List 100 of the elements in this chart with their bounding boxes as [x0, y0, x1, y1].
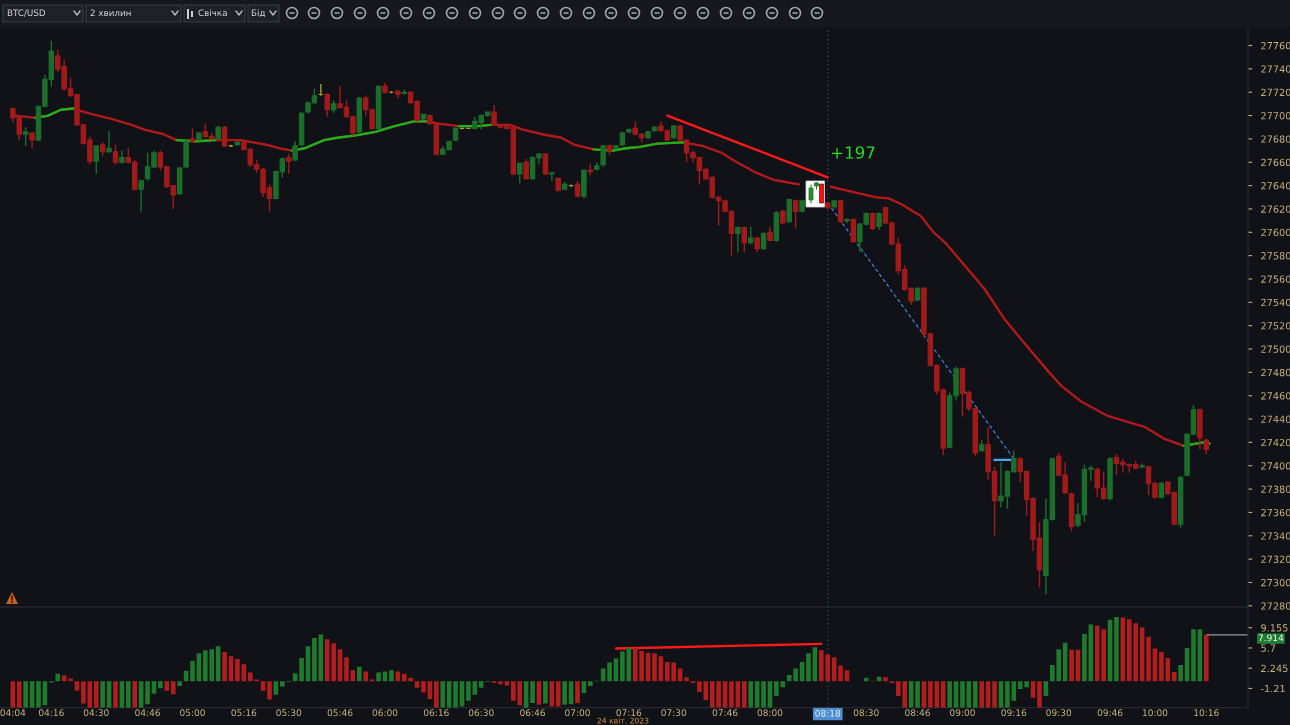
y-tick-label: 27500	[1261, 345, 1290, 353]
annotation: +197	[831, 146, 875, 159]
bar	[158, 681, 163, 689]
bar	[1005, 681, 1010, 708]
x-tick-label: 06:46	[520, 709, 546, 717]
bar	[607, 662, 612, 682]
bar	[81, 681, 86, 704]
bar	[697, 681, 702, 692]
bar	[151, 681, 157, 694]
bar	[312, 638, 317, 682]
y-tick-label: 27380	[1261, 485, 1290, 493]
bar	[344, 657, 349, 682]
bar	[235, 659, 240, 682]
x-tick-label: 06:30	[468, 709, 494, 717]
bar	[530, 681, 535, 704]
text: Свічка	[198, 9, 227, 17]
bar	[947, 681, 952, 708]
bar	[273, 681, 279, 695]
text: Бід	[251, 9, 266, 18]
bar	[389, 670, 394, 682]
bar	[979, 681, 985, 708]
y-tick-label: 27420	[1261, 438, 1290, 447]
bar	[1037, 681, 1042, 708]
candlestick	[786, 197, 792, 224]
bar	[940, 681, 946, 708]
bar	[1011, 681, 1017, 701]
y-tick-label: 27620	[1261, 205, 1290, 213]
bar	[16, 681, 22, 708]
bar	[960, 681, 965, 708]
bar	[459, 681, 465, 707]
bar	[145, 681, 150, 705]
y-tick-label: 27460	[1261, 392, 1290, 400]
candlestick	[517, 162, 523, 184]
x-tick-label: 04:04	[0, 709, 26, 717]
bar	[1178, 664, 1183, 682]
y-tick-label: 27740	[1261, 65, 1290, 73]
bar	[774, 681, 779, 696]
bar	[838, 665, 843, 682]
y-tick-label: 27640	[1261, 182, 1290, 190]
y-tick-label: 27720	[1261, 88, 1290, 97]
candlestick	[93, 145, 99, 175]
bar	[267, 681, 272, 700]
bar	[177, 681, 182, 687]
bar	[1069, 649, 1074, 682]
bar	[132, 681, 138, 708]
bar	[222, 652, 227, 682]
bar	[113, 681, 118, 708]
bar	[74, 681, 80, 691]
chart-title: BTC/USD	[7, 9, 46, 17]
y-tick-label: 27540	[1261, 298, 1290, 307]
bar	[414, 681, 420, 688]
bar	[434, 681, 439, 708]
candlestick	[324, 92, 330, 118]
bar	[93, 681, 99, 708]
bar	[761, 681, 766, 708]
bar	[620, 651, 625, 682]
bar	[915, 681, 920, 708]
bar	[453, 681, 458, 708]
y-tick-label: 27280	[1261, 602, 1290, 610]
bar	[729, 681, 734, 708]
x-tick-label: 08:46	[905, 709, 930, 717]
x-tick-label: 05:46	[327, 709, 353, 717]
x-tick-label: 08:00	[757, 709, 783, 717]
ref-line-label: 7.914	[1258, 634, 1284, 642]
x-tick-label: 09:00	[950, 709, 975, 717]
bar	[748, 681, 754, 708]
bar	[806, 653, 811, 682]
x-tick-label: 04:16	[38, 709, 64, 717]
y-tick-label: 27400	[1261, 462, 1290, 470]
x-tick-label: 09:46	[1097, 709, 1123, 717]
bar	[1191, 629, 1196, 682]
y-tick-label: 9.155	[1261, 624, 1288, 632]
y-tick-label: 27760	[1261, 41, 1290, 50]
bar	[376, 672, 381, 682]
y-tick-label: 27340	[1261, 532, 1290, 540]
y-tick-label: 27680	[1261, 135, 1290, 143]
bar	[55, 673, 61, 682]
bar	[36, 681, 41, 708]
bar	[575, 681, 580, 704]
x-tick-label: 07:16	[616, 709, 642, 717]
x-tick-label: 10:00	[1142, 709, 1168, 717]
y-tick-label: 27600	[1261, 228, 1290, 237]
x-tick-label: 07:30	[661, 709, 687, 717]
y-tick-label: 27300	[1261, 578, 1290, 587]
bar	[742, 681, 747, 708]
bar	[1204, 635, 1209, 682]
bar	[652, 653, 657, 682]
bar	[973, 681, 978, 708]
x-tick-label: 04:46	[135, 709, 161, 717]
y-tick-label: 5.7	[1261, 644, 1276, 652]
bar	[170, 681, 176, 695]
bar	[684, 677, 689, 682]
x-tick-label: 07:46	[712, 709, 738, 717]
y-tick-label: -1.21	[1260, 684, 1285, 693]
x-tick-label: 04:30	[83, 709, 109, 717]
x-tick-label: 10:16	[1194, 709, 1219, 717]
bar	[588, 681, 593, 687]
bar	[543, 681, 548, 704]
x-tick-label: 09:16	[1001, 709, 1027, 717]
bar	[498, 681, 503, 685]
